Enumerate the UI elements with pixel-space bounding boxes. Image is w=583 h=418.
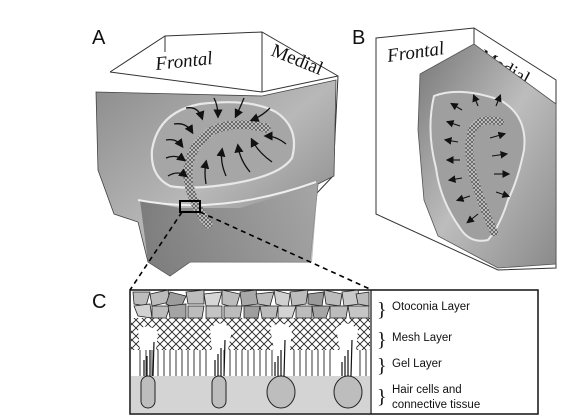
panel-c-letter: C bbox=[92, 291, 106, 313]
panel-b-striola bbox=[465, 116, 504, 236]
panel-b-box-frame bbox=[375, 27, 557, 271]
mesh-layer bbox=[131, 318, 370, 350]
panel-a-cut-face bbox=[140, 184, 318, 276]
hair-cells bbox=[140, 375, 363, 409]
hair-bundles bbox=[143, 339, 353, 377]
panel-b-polarization-arrows bbox=[443, 93, 511, 224]
gel-layer-label: Gel Layer bbox=[392, 358, 442, 370]
panel-a-polarization-arrows bbox=[165, 97, 287, 185]
panel-c: C bbox=[92, 289, 539, 415]
hair-cells-label-line2: connective tissue bbox=[392, 399, 480, 411]
hair-cell-3 bbox=[266, 375, 296, 409]
panel-b-frontal-label: Frontal bbox=[385, 38, 446, 67]
hair-cells-label-line1: Hair cells and bbox=[392, 384, 462, 396]
gel-layer bbox=[139, 350, 367, 376]
zoom-guide-lines bbox=[129, 211, 373, 291]
hair-cell-4 bbox=[333, 375, 363, 409]
panel-a-letter: A bbox=[92, 27, 106, 49]
hair-cell-2 bbox=[211, 375, 227, 409]
panel-b-letter: B bbox=[352, 27, 365, 49]
hair-cell-1 bbox=[140, 375, 156, 409]
panel-a-box-frame bbox=[109, 31, 339, 195]
mesh-brace: } bbox=[377, 329, 387, 351]
connective-tissue-layer bbox=[131, 376, 370, 413]
panel-b: B Frontal Medial bbox=[352, 27, 557, 271]
panel-a-frontal-label: Frontal bbox=[153, 48, 213, 75]
panel-a-zoom-box bbox=[179, 200, 201, 213]
panel-a-medial-label: Medial bbox=[268, 40, 326, 80]
panel-a: A Frontal Medial bbox=[92, 27, 339, 277]
hair-cells-brace: } bbox=[377, 386, 387, 408]
mesh-layer-label: Mesh Layer bbox=[392, 332, 452, 344]
otoconia-layer bbox=[132, 289, 370, 319]
otoconia-layer-label: Otoconia Layer bbox=[392, 301, 470, 313]
otoconia-brace: } bbox=[377, 299, 387, 321]
gel-brace: } bbox=[377, 355, 387, 377]
panel-a-lower-ledge bbox=[137, 181, 317, 207]
